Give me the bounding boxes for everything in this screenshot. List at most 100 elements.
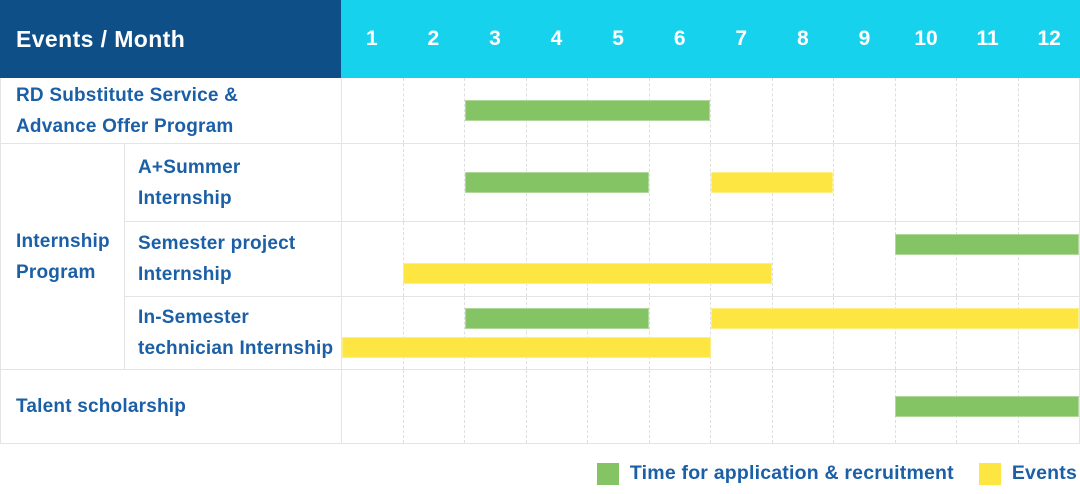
events-legend-label: Events (1011, 462, 1077, 484)
month-cell (771, 297, 834, 369)
month-cell (956, 222, 1018, 296)
month-label: 6 (673, 27, 686, 50)
row-label: Talent scholarship (1, 370, 341, 443)
label-line: Internship (138, 264, 232, 285)
month-cell (342, 144, 403, 221)
month-cell (587, 222, 649, 296)
month-label: 5 (612, 27, 624, 50)
month-cell (402, 297, 465, 369)
month-label: 3 (489, 27, 501, 50)
month-cell (464, 370, 526, 443)
month-cell (894, 144, 957, 221)
month-cell (956, 144, 1018, 221)
month-grid (341, 144, 1079, 221)
application-swatch-icon (596, 462, 619, 485)
month-label: 8 (796, 27, 809, 50)
label-line: Internship (16, 230, 110, 252)
row-label: Semester project Internship (124, 222, 341, 296)
month-cell (710, 370, 772, 443)
label-line: Program (16, 261, 96, 283)
month-cell (771, 370, 834, 443)
events-bar (710, 172, 834, 193)
application-bar (464, 172, 650, 193)
month-cell (833, 370, 895, 443)
application-bar (894, 234, 1079, 255)
month-label: 2 (427, 27, 440, 50)
month-cell (956, 297, 1018, 369)
schedule-rows: RD Substitute Service & Advance Offer Pro… (0, 78, 1080, 444)
month-cell (587, 370, 649, 443)
month-cell (710, 144, 772, 221)
events-bar (342, 337, 711, 358)
label-line: Internship (138, 187, 232, 209)
label-line: RD Substitute Service & (16, 84, 239, 106)
group-row: Internship Program A+Summer Internship Semes… (1, 143, 1079, 369)
month-grid (341, 222, 1079, 296)
month-cell (710, 297, 772, 369)
month-cell (464, 222, 526, 296)
legend: Time for application & recruitment Event… (0, 462, 1080, 485)
month-cell (402, 370, 465, 443)
group-label: Internship Program (1, 144, 124, 369)
month-cell (464, 144, 526, 221)
application-bar (894, 396, 1079, 417)
events-swatch-icon (978, 462, 1001, 485)
month-cell (342, 370, 403, 443)
month-label: 4 (550, 27, 563, 50)
month-cell (402, 78, 465, 143)
month-cell (342, 297, 403, 369)
schedule-row: RD Substitute Service & Advance Offer Pro… (1, 78, 1079, 143)
header-row: Events / Month 1 2 3 4 5 6 7 8 9 10 11 12 (0, 0, 1080, 78)
month-cell (894, 78, 957, 143)
events-month-header-cell: Events / Month (0, 0, 341, 78)
month-cell (587, 297, 649, 369)
label-line: Semester project (138, 233, 296, 254)
month-label: 10 (914, 27, 938, 50)
month-cell (1017, 144, 1080, 221)
page-title: Events / Month (16, 25, 186, 52)
month-label: 11 (976, 27, 999, 50)
month-label: 9 (858, 27, 871, 50)
month-cell (1017, 222, 1080, 296)
month-cell (402, 222, 465, 296)
month-cell (1017, 297, 1080, 369)
month-cell (833, 144, 895, 221)
label-line: In-Semester (138, 307, 249, 328)
application-bar (464, 100, 711, 121)
month-label: 7 (735, 27, 748, 50)
month-cell (464, 297, 526, 369)
label-line: A+Summer (138, 156, 241, 178)
month-cell (525, 297, 588, 369)
month-cell (402, 144, 465, 221)
month-cell (648, 222, 711, 296)
month-header-row: 1 2 3 4 5 6 7 8 9 10 11 12 (341, 0, 1080, 78)
application-legend-label: Time for application & recruitment (629, 462, 954, 484)
month-cell (342, 78, 403, 143)
month-cell (771, 78, 834, 143)
month-cell (833, 222, 895, 296)
events-bar (710, 308, 1079, 329)
row-label: RD Substitute Service & Advance Offer Pro… (1, 78, 341, 143)
month-cell (525, 222, 588, 296)
month-cell (710, 222, 772, 296)
month-cell (1017, 78, 1080, 143)
label-line: Advance Offer Program (16, 115, 234, 137)
month-cell (833, 78, 895, 143)
application-bar (464, 308, 650, 329)
month-cell (833, 297, 895, 369)
month-label: 12 (1037, 27, 1061, 50)
row-label: A+Summer Internship (124, 144, 341, 221)
month-cell (648, 370, 711, 443)
schedule-row: Semester project Internship (124, 221, 1079, 296)
month-cell (894, 297, 957, 369)
schedule-row: Talent scholarship (1, 369, 1079, 443)
month-grid (341, 370, 1079, 443)
month-cell (342, 222, 403, 296)
month-grid (341, 78, 1079, 143)
month-cell (525, 370, 588, 443)
month-cell (894, 222, 957, 296)
label-line: Talent scholarship (16, 396, 187, 417)
month-cell (710, 78, 772, 143)
month-cell (956, 78, 1018, 143)
